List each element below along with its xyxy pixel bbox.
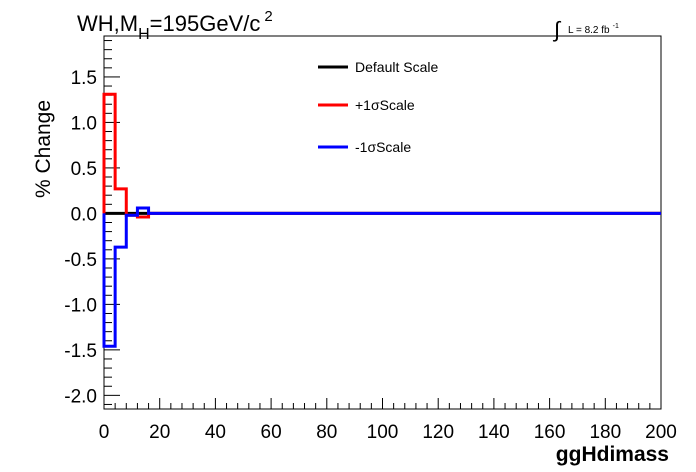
y-tick-label: 0.0 [71, 204, 97, 225]
series-minus1sigma-scale [102, 206, 661, 348]
x-tick-label: 20 [149, 422, 170, 443]
lumi-superscript: -1 [613, 23, 619, 30]
x-axis-title: ggHdimass [556, 443, 669, 466]
x-tick-label: 140 [478, 422, 510, 443]
title-subscript: H [138, 26, 150, 43]
y-tick-label: -1.5 [64, 341, 97, 362]
y-tick-label: -1.0 [64, 295, 97, 316]
y-axis-title: % Change [32, 100, 55, 198]
y-tick-label: 0.5 [71, 159, 97, 180]
y-tick-label: -0.5 [64, 250, 97, 271]
lumi-label: L = 8.2 fb -1 [568, 23, 619, 36]
y-tick-label: -2.0 [64, 386, 97, 407]
x-tick-label: 100 [367, 422, 399, 443]
x-tick-label: 200 [645, 422, 677, 443]
legend: Default Scale +1σScale -1σScale [318, 59, 438, 155]
title-superscript: 2 [264, 8, 272, 25]
legend-label-plus1sigma: +1σScale [355, 97, 415, 113]
x-tick-label: 40 [205, 422, 226, 443]
x-tick-label: 160 [534, 422, 566, 443]
legend-label-default: Default Scale [355, 59, 438, 75]
title-rest: =195GeV/c [150, 11, 261, 36]
legend-label-minus1sigma: -1σScale [355, 139, 411, 155]
y-tick-label: 1.0 [71, 113, 97, 134]
lumi-text: L = 8.2 fb [568, 25, 610, 36]
lumi-integral: ∫ [552, 17, 562, 42]
plot-frame [103, 35, 662, 410]
y-tick-label: 1.5 [71, 68, 97, 89]
x-tick-label: 180 [589, 422, 621, 443]
x-tick-label: 60 [261, 422, 282, 443]
x-axis-ticks: 0 20 40 60 80 100 120 140 160 180 200 [99, 398, 677, 443]
x-tick-label: 80 [316, 422, 337, 443]
title-main: WH,M [77, 11, 138, 36]
x-tick-label: 120 [422, 422, 454, 443]
x-tick-label: 0 [99, 422, 110, 443]
chart-title: WH,MH=195GeV/c 2 [77, 8, 273, 43]
series-layer [102, 92, 661, 348]
y-axis-ticks: -2.0 -1.5 -1.0 -0.5 0.0 0.5 1.0 1.5 [64, 40, 120, 407]
